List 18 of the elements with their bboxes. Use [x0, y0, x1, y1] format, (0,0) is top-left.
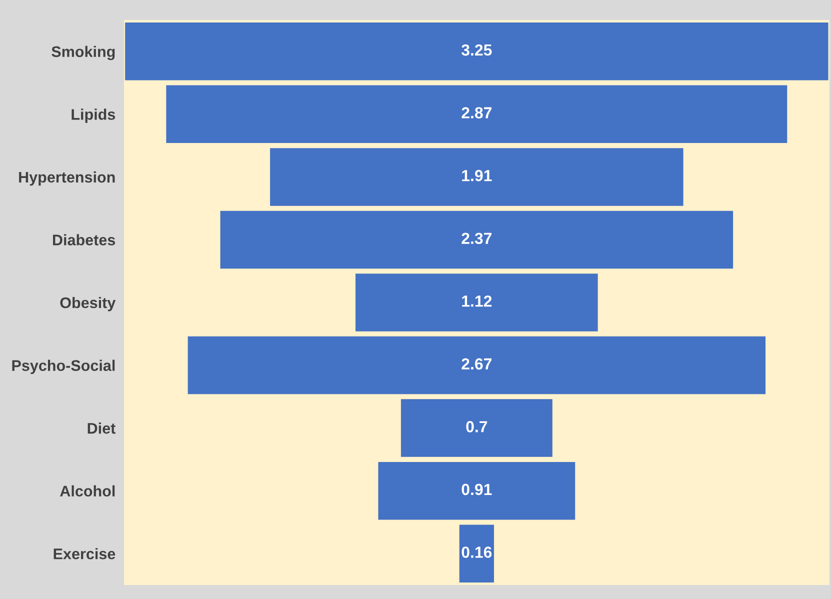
data-label: 2.67	[462, 358, 492, 370]
category-label: Psycho-Social	[12, 360, 115, 374]
category-label: Diet	[88, 422, 116, 434]
data-label: 2.37	[462, 232, 492, 244]
category-label: Lipids	[72, 108, 116, 123]
data-label: 1.12	[462, 295, 492, 307]
data-label: 3.25	[461, 44, 492, 56]
category-label: Hypertension	[19, 171, 115, 186]
data-label: 2.87	[462, 107, 492, 118]
category-label: Obesity	[60, 296, 116, 312]
data-label: 0.16	[462, 546, 492, 558]
data-label: 0.7	[466, 421, 488, 432]
data-label: 1.91	[462, 170, 492, 182]
category-label: Alcohol	[60, 485, 115, 497]
category-label: Diabetes	[53, 234, 116, 246]
category-label: Exercise	[54, 548, 116, 560]
category-label: Smoking	[52, 46, 115, 60]
data-label: 0.91	[462, 484, 492, 496]
